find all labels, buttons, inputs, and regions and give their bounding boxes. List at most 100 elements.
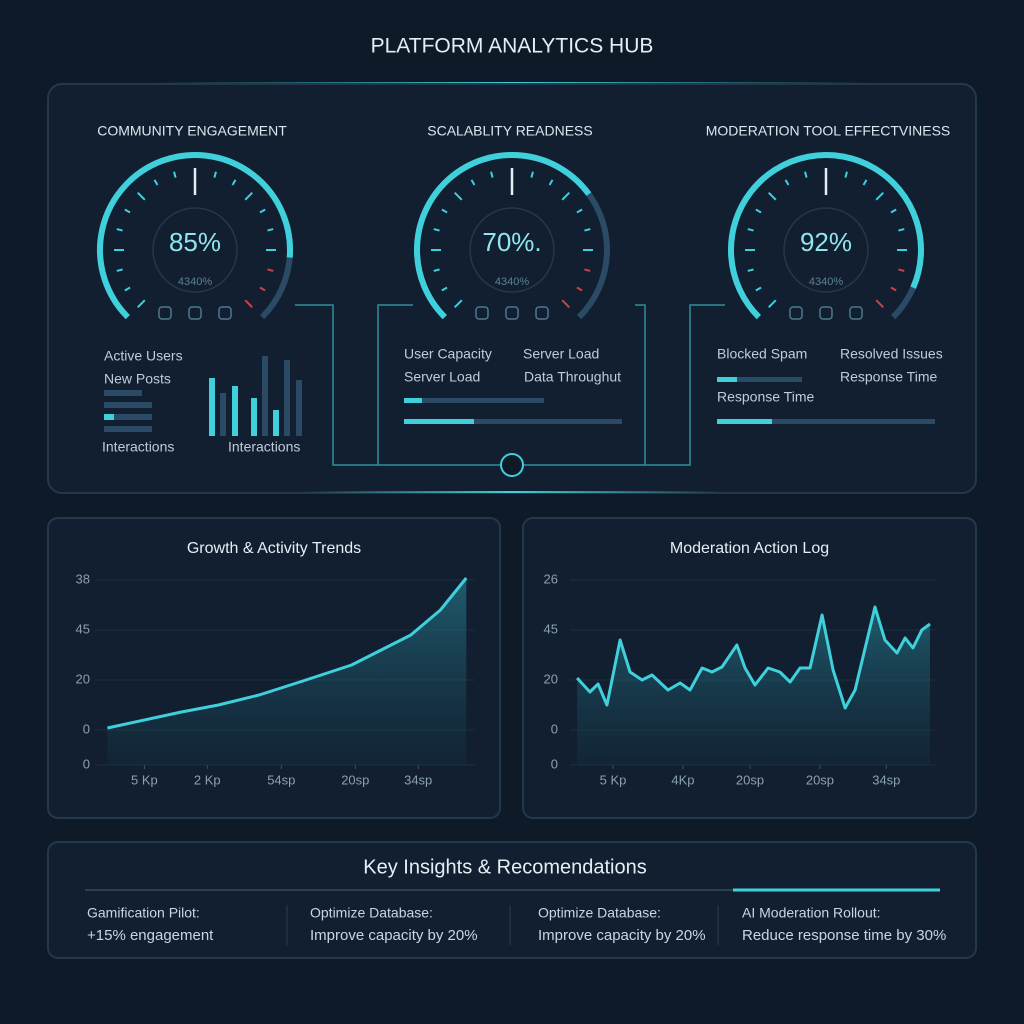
gauge-tick: [862, 179, 868, 186]
gauge-tick: [259, 208, 266, 214]
gauge-value: 85%: [169, 227, 221, 257]
mini-bar: [104, 426, 152, 432]
hub-node: [500, 453, 524, 477]
gauge-tick: [561, 299, 570, 308]
insight-title: AI Moderation Rollout:: [742, 905, 881, 921]
progress-fill: [404, 419, 474, 424]
gauge-tick: [898, 228, 905, 232]
y-tick-label: 20: [76, 671, 90, 686]
gauge-tick: [470, 179, 476, 186]
x-tick-label: 34sp: [872, 772, 900, 787]
mini-bars: [104, 356, 935, 436]
y-tick-label: 20: [544, 671, 558, 686]
metric-label: Server Load: [523, 346, 599, 362]
gauge-tick: [441, 208, 448, 214]
y-tick-label: 45: [76, 621, 90, 636]
x-tick-label: 2 Kp: [194, 772, 221, 787]
mini-bar: [220, 393, 226, 436]
y-tick-label: 0: [83, 721, 90, 736]
gauge-tick: [890, 286, 897, 292]
x-tick-label: 34sp: [404, 772, 432, 787]
line: [107, 577, 468, 730]
gauge-tick: [844, 171, 848, 178]
gauge-tick: [548, 179, 554, 186]
progress-track: [404, 398, 544, 403]
gauge-tick: [231, 179, 237, 186]
gauge-tick: [433, 228, 440, 232]
gauge-value: 70%.: [482, 227, 541, 257]
gauge-value: 92%: [800, 227, 852, 257]
mini-bar: [273, 410, 279, 436]
gauge-tick: [576, 286, 583, 292]
gauge-tick: [124, 286, 131, 292]
gauge-title: COMMUNITY ENGAGEMENT: [97, 123, 287, 139]
gauge-tick: [173, 171, 177, 178]
gauge-tick: [433, 268, 440, 272]
gauge-icon: [475, 306, 489, 320]
metric-label: Response Time: [840, 369, 937, 385]
x-tick-label: 5 Kp: [600, 772, 627, 787]
gauge-tick: [561, 192, 570, 201]
metric-label: Interactions: [228, 439, 300, 455]
insight-title: Optimize Database:: [310, 905, 433, 921]
panel-glow: [300, 491, 724, 493]
chart-title: Moderation Action Log: [670, 540, 829, 557]
gauge-tick: [259, 286, 266, 292]
page-title: PLATFORM ANALYTICS HUB: [371, 35, 654, 58]
x-tick-label: 4Kp: [671, 772, 694, 787]
gauge-tick: [576, 208, 583, 214]
progress-track: [717, 419, 935, 424]
gauge-value-arc: [97, 152, 293, 320]
metric-label: Blocked Spam: [717, 346, 807, 362]
area: [107, 578, 467, 765]
gauge-tick: [441, 286, 448, 292]
x-tick-label: 5 Kp: [131, 772, 158, 787]
gauge-value-arc: [414, 152, 592, 320]
gauge-tick: [768, 299, 777, 308]
gauge-tick: [584, 228, 591, 232]
gauge-icon: [218, 306, 232, 320]
gauge-title: MODERATION TOOL EFFECTVINESS: [706, 123, 951, 139]
mini-bar: [232, 386, 238, 436]
metric-label: Resolved Issues: [840, 346, 943, 362]
x-tick-label: 20sp: [806, 772, 834, 787]
gauge-tick: [213, 171, 217, 178]
gauge-tick: [116, 268, 123, 272]
gauge-tick: [153, 179, 159, 186]
gauge-icon: [188, 306, 202, 320]
insight-text: +15% engagement: [87, 927, 214, 944]
gauge-tick: [267, 268, 274, 272]
y-tick-label: 26: [544, 571, 558, 586]
connector: [295, 304, 725, 466]
gauge-inner: [152, 207, 238, 293]
gauge-icon: [849, 306, 863, 320]
mini-bar: [209, 378, 215, 436]
gauge-icon: [535, 306, 549, 320]
area: [577, 607, 930, 765]
gauge-icon: [789, 306, 803, 320]
mini-bar: [104, 402, 152, 408]
mini-bar: [296, 380, 302, 436]
y-tick-label: 45: [544, 621, 558, 636]
gauge-tick: [244, 192, 253, 201]
progress-fill: [717, 377, 737, 382]
x-tick-label: 20sp: [736, 772, 764, 787]
x-tick-label: 20sp: [341, 772, 369, 787]
mini-bar: [251, 398, 257, 436]
gauge-inner: [783, 207, 869, 293]
progress-track: [717, 377, 802, 382]
gauge-tick: [584, 268, 591, 272]
y-tick-label: 0: [551, 756, 558, 771]
gauge-tick: [755, 208, 762, 214]
mini-bar: [104, 390, 142, 396]
gauge-inner: [469, 207, 555, 293]
insights-title: Key Insights & Recomendations: [363, 856, 647, 878]
gauge-tick: [454, 192, 463, 201]
gauge-icon: [505, 306, 519, 320]
insight-title: Gamification Pilot:: [87, 905, 200, 921]
mini-bar: [114, 414, 152, 420]
gauge-tick: [755, 286, 762, 292]
gauge-sub: 4340%: [809, 276, 843, 288]
gauge-tick: [490, 171, 494, 178]
